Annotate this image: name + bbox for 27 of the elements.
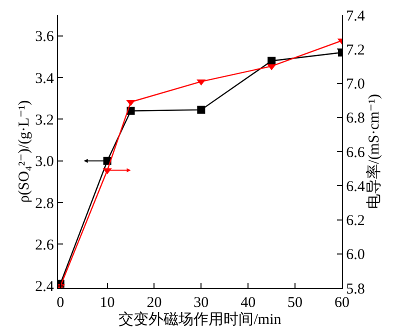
y-axis-title: ρ(SO₄²⁻)/(g·L⁻¹) — [16, 100, 32, 203]
y2-tick-label: 6.4 — [346, 178, 366, 195]
y-tick-label: 3.6 — [35, 29, 54, 46]
x-tick-label: 50 — [288, 295, 303, 312]
y2-tick-label: 6.8 — [346, 110, 365, 127]
x-axis-title: 交变外磁场作用时间/min — [118, 311, 282, 328]
y2-tick-label: 6.6 — [346, 144, 366, 161]
y2-tick-label: 6.0 — [346, 247, 365, 264]
y-tick-label: 3.0 — [35, 154, 54, 170]
y2-tick-label: 5.8 — [346, 281, 365, 298]
y-tick-label: 2.4 — [35, 279, 54, 296]
x-tick-label: 40 — [240, 295, 256, 312]
x-tick-label: 10 — [100, 295, 115, 312]
y-tick-label: 3.2 — [35, 112, 54, 128]
y2-tick-label: 7.4 — [346, 8, 366, 24]
point — [197, 106, 206, 114]
x-tick-label: 30 — [194, 295, 209, 312]
y2-tick-label: 7.2 — [346, 42, 365, 58]
y-tick-label: 2.8 — [35, 196, 54, 212]
x-tick-label: 20 — [146, 295, 162, 312]
x-tick-label: 60 — [334, 295, 350, 312]
y-tick-label: 3.4 — [35, 70, 54, 87]
y2-axis-title: 电导率/(mS·cm⁻¹) — [365, 94, 382, 209]
y2-tick-label: 7.0 — [346, 76, 365, 92]
y-tick-label: 2.6 — [35, 237, 54, 254]
x-tick-label: 0 — [56, 295, 64, 312]
y2-tick-label: 6.2 — [346, 213, 365, 229]
